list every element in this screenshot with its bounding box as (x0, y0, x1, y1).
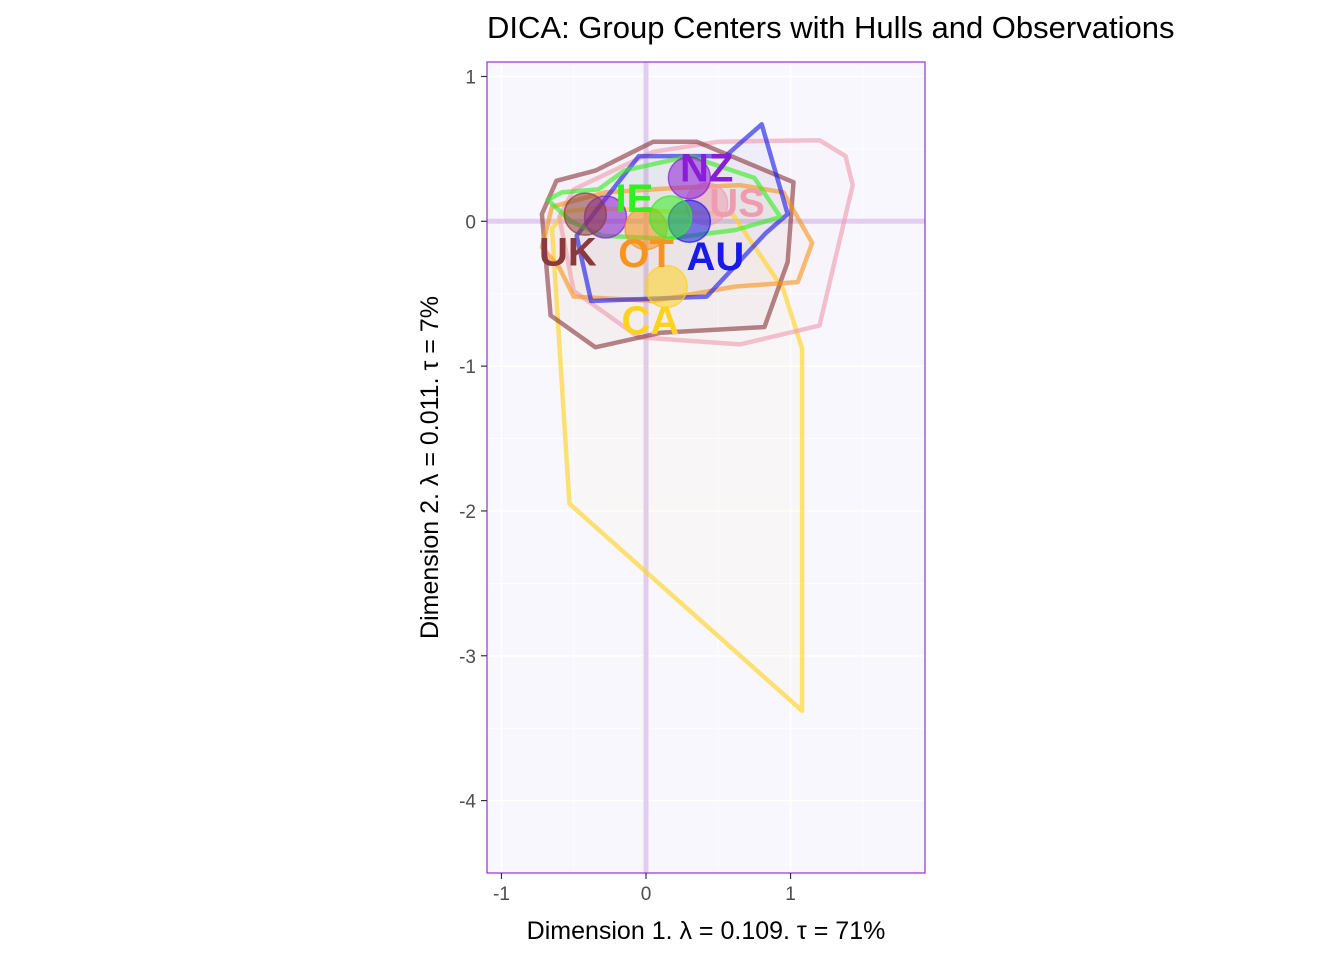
group-labels: CA US UK OT AU IE NZ (539, 147, 765, 343)
y-axis-title: Dimension 2. λ = 0.011. τ = 7% (416, 296, 444, 639)
group-label-ot: OT (618, 232, 674, 276)
x-tick-label: 0 (641, 884, 652, 905)
group-label-ie: IE (616, 177, 654, 221)
group-label-nz: NZ (680, 147, 733, 191)
y-tick-label: -3 (459, 647, 476, 668)
group-center-ie (648, 195, 693, 239)
hull-us (557, 137, 855, 347)
group-label-us: US (709, 181, 765, 225)
group-center-ca (644, 264, 688, 309)
group-centers (563, 156, 729, 309)
hull-ca (549, 206, 805, 714)
group-center-nz (667, 156, 712, 200)
y-tick-label: -4 (459, 792, 476, 813)
plot-panel-border (486, 61, 926, 874)
group-label-ca: CA (621, 299, 679, 343)
hull-ot (539, 182, 815, 304)
y-tick-label: -2 (459, 502, 476, 523)
y-tick-label: 0 (465, 212, 476, 233)
x-axis-title: Dimension 1. λ = 0.109. τ = 71% (527, 917, 886, 945)
group-label-au: AU (687, 235, 745, 279)
group-label-uk: UK (539, 231, 597, 275)
hull-uk (539, 139, 796, 350)
y-tick-label: -1 (459, 357, 476, 378)
axis-ticks: -1 0 1 1 0 -1 -2 -3 -4 (459, 67, 796, 905)
x-tick-label: -1 (493, 884, 510, 905)
group-center-uk (563, 192, 608, 236)
x-tick-label: 1 (785, 884, 796, 905)
y-tick-label: 1 (465, 67, 476, 88)
chart-title: DICA: Group Centers with Hulls and Obser… (487, 10, 1174, 45)
